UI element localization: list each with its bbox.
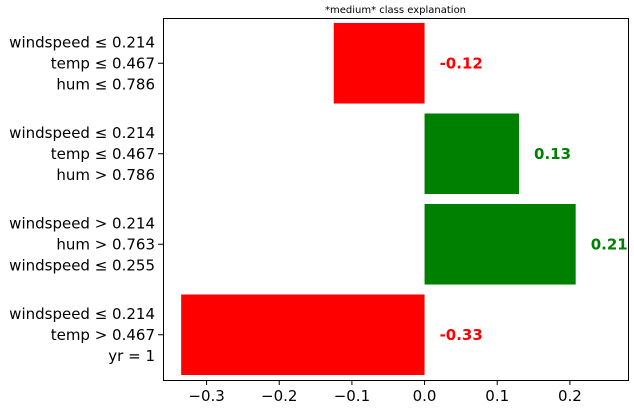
bar-2 [424,203,576,285]
bar-0 [333,22,425,104]
category-label-3-2: yr = 1 [108,347,155,365]
data-label-1: 0.13 [534,145,571,163]
plot-frame [163,18,629,381]
x-tick-label-4: 0.1 [485,387,509,405]
category-label-0-0: windspeed ≤ 0.214 [9,33,155,51]
data-label-2: 0.21 [591,235,628,253]
x-tick-label-2: −0.1 [334,387,370,405]
bars-group [181,22,576,376]
category-label-3-1: temp > 0.467 [51,326,155,344]
x-axis: −0.3 −0.2 −0.1 0.0 0.1 0.2 [158,62,582,405]
category-label-0-2: hum ≤ 0.786 [56,75,155,93]
category-label-0-1: temp ≤ 0.467 [51,54,155,72]
data-labels-group: -0.12 0.13 0.21 -0.33 [440,54,628,344]
chart-title: *medium* class explanation [325,5,466,16]
bar-1 [424,113,520,195]
category-label-1-1: temp ≤ 0.467 [51,145,155,163]
category-label-3-0: windspeed ≤ 0.214 [9,305,155,323]
data-label-0: -0.12 [440,54,483,72]
category-labels-group: windspeed ≤ 0.214 temp ≤ 0.467 hum ≤ 0.786… [9,33,155,365]
category-label-2-2: windspeed ≤ 0.255 [9,256,155,274]
category-label-2-0: windspeed > 0.214 [9,214,155,232]
category-label-1-0: windspeed ≤ 0.214 [9,124,155,142]
bar-3 [181,294,425,376]
x-tick-label-5: 0.2 [558,387,582,405]
data-label-3: -0.33 [440,326,483,344]
category-label-1-2: hum > 0.786 [56,166,155,184]
x-tick-label-3: 0.0 [413,387,437,405]
x-tick-label-1: −0.2 [261,387,297,405]
category-label-2-1: hum > 0.763 [56,235,155,253]
x-tick-label-0: −0.3 [188,387,224,405]
